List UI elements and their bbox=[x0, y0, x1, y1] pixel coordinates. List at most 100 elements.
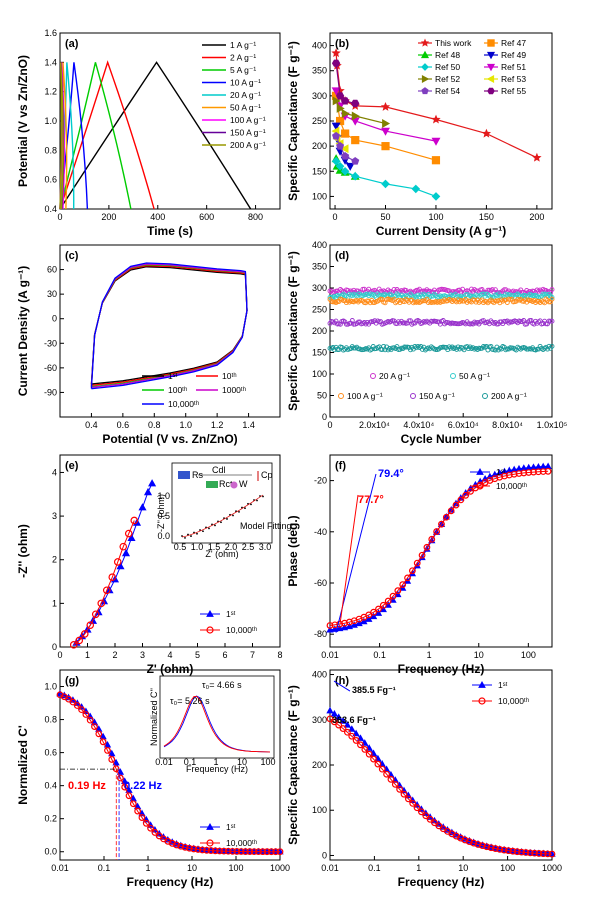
inset-cdoubleprime: 0.01 0.1 1 10 100 Frequency (Hz) Normalized C'… bbox=[149, 675, 276, 774]
x-tick-label: 50 bbox=[380, 212, 390, 222]
data-point bbox=[119, 542, 128, 551]
data-point bbox=[339, 717, 347, 724]
data-point bbox=[357, 741, 364, 749]
x-tick-label: 0.01 bbox=[321, 650, 339, 660]
data-point bbox=[479, 287, 485, 292]
x-tick-label: 1.0 bbox=[179, 420, 192, 430]
panel-c: 0.4 0.6 0.8 1.0 1.2 1.4 -90 -60 -30 0 30 60 Potentia… bbox=[16, 244, 281, 446]
data-point bbox=[340, 623, 349, 631]
data-point bbox=[495, 469, 504, 476]
legend-marker bbox=[476, 482, 484, 490]
data-point bbox=[75, 636, 84, 645]
inset-x-tick-label: 2.0 bbox=[225, 542, 238, 552]
data-point bbox=[367, 300, 373, 306]
data-point bbox=[355, 619, 363, 627]
x-axis-label: Frequency (Hz) bbox=[127, 875, 214, 889]
y-tick-label: 30 bbox=[47, 289, 57, 299]
data-point bbox=[488, 318, 494, 324]
data-point bbox=[335, 713, 343, 720]
data-point bbox=[525, 469, 533, 476]
x-tick-label: 8 bbox=[277, 650, 282, 660]
x-tick-label: 0.8 bbox=[148, 420, 161, 430]
circuit-label: Rs bbox=[192, 470, 203, 480]
data-point bbox=[549, 287, 555, 292]
legend-marker bbox=[421, 74, 430, 84]
data-point bbox=[462, 491, 470, 499]
circuit-label: W bbox=[239, 479, 248, 489]
data-point bbox=[470, 345, 476, 351]
data-point bbox=[437, 299, 443, 305]
annotation-arrow bbox=[339, 494, 359, 625]
data-point bbox=[336, 141, 345, 150]
y-tick-label: 200 bbox=[312, 326, 327, 336]
x-tick-label: 2 bbox=[112, 650, 117, 660]
data-point bbox=[481, 128, 492, 138]
data-point bbox=[452, 501, 460, 509]
legend-marker bbox=[370, 373, 376, 379]
panel-e: 0 1 2 3 4 5 6 7 8 0 1 2 3 4 Z' (ohm) -Z'' (ohm) (e) 1ˢᵗ 10… bbox=[16, 454, 292, 676]
x-tick-label: 7 bbox=[250, 650, 255, 660]
data-point bbox=[86, 621, 95, 629]
x-tick-label: 4.0x10⁴ bbox=[403, 420, 434, 430]
data-point bbox=[500, 846, 508, 854]
data-point bbox=[396, 785, 404, 793]
y-axis-label: Potential (V vs Zn/ZnO) bbox=[16, 55, 30, 187]
inset-y-label: Normalized C'' bbox=[149, 688, 159, 746]
data-point bbox=[343, 721, 352, 728]
ref-curve bbox=[335, 135, 356, 162]
data-point bbox=[336, 624, 344, 632]
data-point bbox=[447, 507, 455, 515]
y-tick-label: 250 bbox=[312, 305, 327, 315]
data-point bbox=[148, 479, 157, 487]
panel-label: (e) bbox=[65, 460, 79, 472]
data-point bbox=[207, 847, 215, 854]
data-point bbox=[263, 848, 271, 856]
y-tick-label: 50 bbox=[317, 391, 327, 401]
legend-label: 1ˢᵗ bbox=[226, 822, 236, 832]
data-point bbox=[138, 814, 146, 821]
data-point bbox=[399, 581, 407, 588]
panel-g-frame bbox=[59, 669, 281, 861]
inset-nyquist: 0.5 1.0 1.5 2.0 2.5 3.00.00.51.0Z' (ohm)-Z'' … bbox=[156, 462, 292, 559]
x-tick-label: 0.01 bbox=[51, 863, 69, 873]
data-point bbox=[539, 850, 547, 858]
data-point bbox=[332, 131, 341, 140]
x-axis-label: Frequency (Hz) bbox=[398, 875, 485, 889]
data-point bbox=[91, 610, 100, 619]
data-point bbox=[326, 706, 334, 714]
data-point bbox=[250, 848, 258, 856]
legend-label: 10,000ᵗʰ bbox=[496, 481, 527, 491]
circuit-rs bbox=[178, 471, 190, 479]
data-point bbox=[544, 467, 552, 475]
y-tick-label: 2 bbox=[52, 555, 57, 565]
data-point bbox=[343, 321, 349, 327]
data-point bbox=[138, 809, 146, 817]
x-axis-label: Frequency (Hz) bbox=[398, 662, 485, 676]
y-tick-label: 1 bbox=[52, 598, 57, 608]
data-point bbox=[522, 849, 530, 856]
data-point bbox=[391, 318, 397, 324]
legend-label: 1 A g⁻¹ bbox=[230, 40, 256, 50]
data-point bbox=[255, 848, 262, 856]
legend-label: 1ˢᵗ bbox=[498, 680, 508, 690]
inset-tau-1st: τ₀= 4.66 s bbox=[202, 680, 242, 690]
data-point bbox=[331, 156, 341, 166]
y-tick-label: 3 bbox=[52, 511, 57, 521]
inset-fit-line bbox=[181, 494, 264, 538]
data-point bbox=[489, 287, 495, 293]
data-point bbox=[396, 319, 401, 325]
inset-x-tick-label: 0.5 bbox=[174, 542, 187, 552]
capacitance-line bbox=[329, 710, 553, 855]
data-point bbox=[370, 300, 376, 305]
data-point bbox=[428, 535, 436, 543]
circuit-label: Rct bbox=[219, 479, 233, 489]
data-point bbox=[509, 847, 517, 855]
legend-marker bbox=[482, 393, 488, 399]
y-tick-label: -80 bbox=[314, 629, 327, 639]
x-tick-label: 5 bbox=[195, 650, 200, 660]
data-point bbox=[173, 841, 180, 849]
y-tick-label: -20 bbox=[314, 476, 327, 486]
legend-marker bbox=[478, 680, 486, 688]
y-axis-label: -Z'' (ohm) bbox=[16, 524, 30, 578]
data-point bbox=[548, 318, 553, 324]
